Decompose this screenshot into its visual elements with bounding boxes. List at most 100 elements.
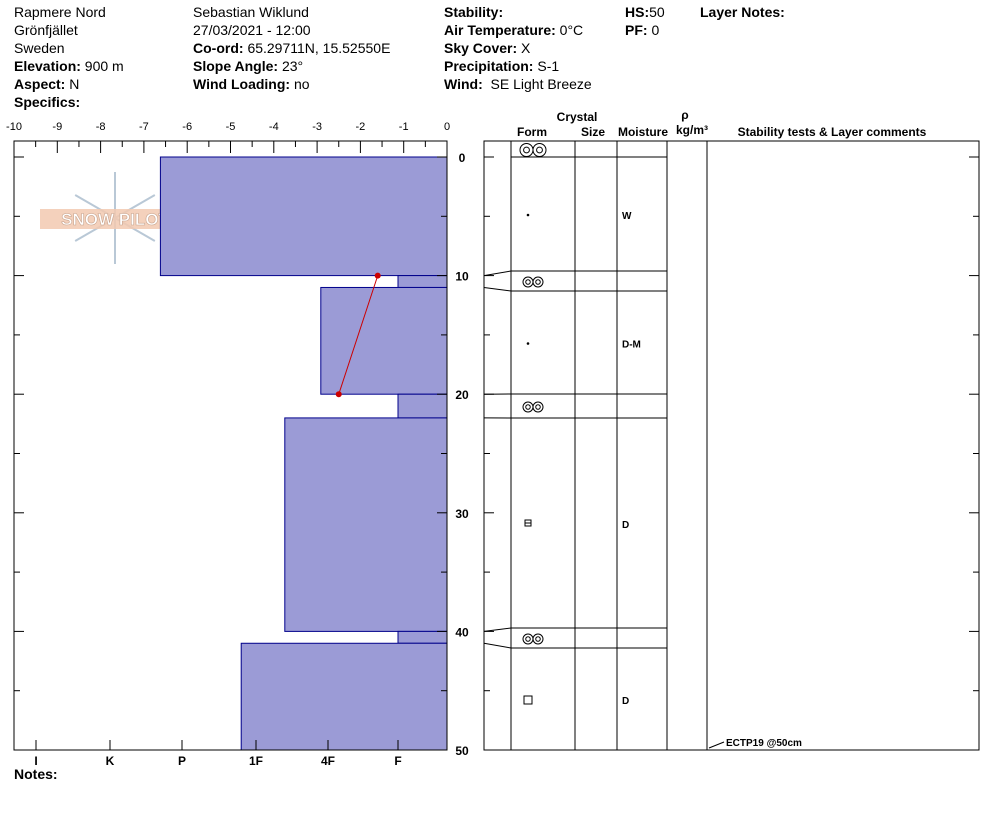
- logo-text: SNOW PILOT: [61, 210, 169, 229]
- dot: [526, 342, 530, 345]
- crystal-form-ice-icon: [519, 143, 547, 157]
- moisture-value: D-M: [622, 340, 641, 351]
- wind-loading-value: no: [293, 76, 310, 92]
- depth-tick-label: 40: [455, 625, 469, 639]
- temperature-line: [338, 275, 379, 395]
- rho-header: ρ: [681, 108, 688, 122]
- snowpilot-logo: SNOW PILOT: [40, 172, 190, 264]
- ice-ring: [532, 633, 544, 645]
- hardness-profile: [159, 156, 448, 751]
- coord-row: Co-ord: 65.29711N, 15.52550E: [193, 39, 390, 57]
- header-col-4: HS:50 PF: 0: [625, 3, 665, 39]
- depth-tick-label: 30: [455, 507, 469, 521]
- slope-value: 23°: [281, 58, 304, 74]
- stability-label: Stability:: [444, 4, 504, 20]
- notes-row: Notes:: [14, 765, 58, 783]
- temperature-point: [335, 391, 342, 398]
- ice-ring-inner: [525, 279, 531, 285]
- temp-tick-label: -5: [226, 121, 236, 133]
- country-name: Sweden: [14, 40, 65, 56]
- ice-ring-inner: [535, 279, 541, 285]
- pf-value: 0: [651, 22, 660, 38]
- hardness-bar: [397, 393, 448, 419]
- hardness-tick-label: K: [106, 754, 115, 768]
- precip-value: S-1: [537, 58, 560, 74]
- moisture-value: D: [622, 520, 629, 531]
- depth-tick-label: 0: [459, 151, 466, 165]
- size-header: Size: [581, 125, 605, 139]
- logo-band: [40, 209, 190, 229]
- specifics-label: Specifics:: [14, 94, 81, 110]
- form-header: Form: [517, 125, 547, 139]
- ice-ring: [522, 401, 534, 413]
- crystal-form-square-icon: [523, 695, 533, 705]
- wind-value: SE Light Breeze: [490, 76, 592, 92]
- crystal-form-dot-icon: [526, 342, 530, 345]
- hardness-bar: [320, 286, 448, 395]
- air-temp-value: 0°C: [559, 22, 584, 38]
- density-header: kg/m³: [676, 123, 708, 137]
- notes-label: Notes:: [14, 766, 58, 782]
- hardness-bar: [397, 275, 448, 288]
- temp-tick-label: -7: [139, 121, 149, 133]
- header-col-3: Stability: Air Temperature: 0°C Sky Cove…: [444, 3, 592, 93]
- ice-ring: [532, 143, 547, 157]
- observation-datetime: 27/03/2021 - 12:00: [193, 22, 311, 38]
- stability-test-pointer: [708, 741, 725, 749]
- square: [523, 695, 533, 705]
- dot: [526, 213, 530, 217]
- layer-notes-label: Layer Notes:: [700, 4, 785, 20]
- layer-table: Crystal ρ Form Size Moisture kg/m³ Stability t…: [483, 108, 980, 751]
- temp-tick-label: -8: [96, 121, 106, 133]
- ice-ring-inner: [536, 146, 543, 154]
- temperature-profile: [335, 272, 381, 398]
- depth-tick-label: 10: [455, 270, 469, 284]
- crystal-form-ice-icon: [522, 633, 544, 645]
- coord-value: 65.29711N, 15.52550E: [247, 40, 391, 56]
- temp-tick-label: -2: [356, 121, 366, 133]
- layer-connector: [483, 270, 512, 277]
- header-col-1: Rapmere Nord Grönfjället Sweden Elevatio…: [14, 3, 124, 111]
- ice-ring-inner: [525, 636, 531, 642]
- sky-cover-row: Sky Cover: X: [444, 39, 592, 57]
- slope-row: Slope Angle: 23°: [193, 57, 390, 75]
- slope-label: Slope Angle:: [193, 58, 279, 74]
- precip-row: Precipitation: S-1: [444, 57, 592, 75]
- temp-tick-label: -10: [6, 121, 22, 133]
- aspect-row: Aspect: N: [14, 75, 124, 93]
- elevation-value: 900 m: [84, 58, 124, 74]
- comments-header: Stability tests & Layer comments: [738, 125, 927, 139]
- aspect-label: Aspect:: [14, 76, 66, 92]
- crystal-form-ice-icon: [522, 276, 544, 288]
- crystal-form-dot-icon: [526, 213, 530, 217]
- hardness-tick-label: F: [394, 754, 401, 768]
- hs-label: HS:: [625, 4, 650, 20]
- moisture-header: Moisture: [618, 125, 668, 139]
- hardness-bar: [159, 156, 448, 277]
- temp-tick-label: -9: [52, 121, 62, 133]
- depth-tick-label: 20: [455, 388, 469, 402]
- location-name: Rapmere Nord: [14, 4, 106, 20]
- temp-tick-label: -6: [182, 121, 192, 133]
- temp-tick-label: -4: [269, 121, 279, 133]
- wind-loading-row: Wind Loading: no: [193, 75, 390, 93]
- hardness-bar: [284, 417, 448, 632]
- hardness-bar: [240, 642, 448, 751]
- ice-ring-inner: [525, 404, 531, 410]
- observer-name: Sebastian Wiklund: [193, 4, 309, 20]
- ice-ring: [522, 633, 534, 645]
- temp-tick-label: -1: [399, 121, 409, 133]
- layer-notes: Layer Notes:: [700, 3, 785, 21]
- wind-label: Wind:: [444, 76, 483, 92]
- ice-ring-inner: [535, 404, 541, 410]
- temperature-point: [374, 272, 381, 279]
- moisture-value: W: [622, 211, 632, 222]
- table-frame: [483, 140, 980, 751]
- stability-test-label: ECTP19 @50cm: [726, 738, 802, 749]
- crystal-header: Crystal: [557, 110, 598, 124]
- aspect-value: N: [69, 76, 80, 92]
- moisture-value: D: [622, 696, 629, 707]
- depth-tick-label: 50: [455, 744, 469, 758]
- ice-ring: [519, 143, 534, 157]
